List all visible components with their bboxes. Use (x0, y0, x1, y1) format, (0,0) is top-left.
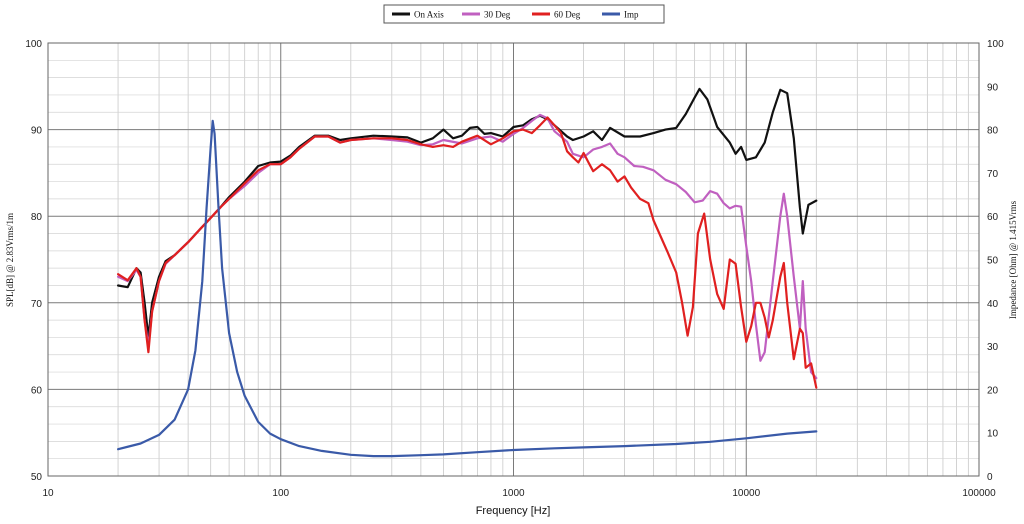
plot-frame (47, 42, 980, 477)
legend-label-on-axis: On Axis (414, 10, 444, 20)
right-y-tick-label: 70 (987, 169, 999, 180)
x-tick-label: 100000 (962, 488, 996, 499)
right-y-tick-label: 40 (987, 299, 999, 310)
x-tick-labels: 10 100 1000 10000 100000 (42, 488, 996, 499)
legend-box (383, 4, 665, 24)
legend: On Axis 30 Deg 60 Deg Imp (383, 4, 665, 24)
right-y-tick-label: 60 (987, 212, 999, 223)
x-tick-label: 10 (42, 488, 54, 499)
right-y-tick-label: 20 (987, 385, 999, 396)
x-tick-label: 100 (272, 488, 289, 499)
y-tick-label: 100 (25, 39, 42, 50)
y-tick-label: 60 (31, 385, 43, 396)
right-y-axis-title: Impedance [Ohm] @ 1.415Vrms (1008, 200, 1018, 319)
right-y-tick-label: 90 (987, 82, 999, 93)
right-y-tick-label: 10 (987, 429, 999, 440)
right-y-tick-label: 0 (987, 472, 993, 483)
series-line-60-deg (116, 116, 818, 389)
right-y-tick-label: 30 (987, 342, 999, 353)
series-layer (116, 87, 818, 458)
legend-label-60-deg: 60 Deg (554, 10, 581, 20)
right-y-tick-labels: 0 10 20 30 40 50 60 70 80 90 100 (987, 39, 1004, 483)
y-axis-title: SPL[dB] @ 2.83Vrms/1m (5, 213, 15, 307)
right-y-tick-label: 100 (987, 39, 1004, 50)
y-tick-labels: 50 60 70 80 90 100 (25, 39, 42, 483)
series-line-imp (116, 119, 818, 458)
right-y-tick-label: 50 (987, 256, 999, 267)
legend-label-imp: Imp (624, 10, 639, 20)
y-tick-label: 80 (31, 212, 43, 223)
legend-label-30-deg: 30 Deg (484, 10, 511, 20)
x-tick-label: 1000 (502, 488, 525, 499)
x-tick-label: 10000 (732, 488, 760, 499)
y-tick-label: 90 (31, 126, 43, 137)
right-y-tick-label: 80 (987, 126, 999, 137)
y-tick-label: 50 (31, 472, 43, 483)
x-axis-title: Frequency [Hz] (476, 505, 551, 517)
y-tick-label: 70 (31, 299, 43, 310)
